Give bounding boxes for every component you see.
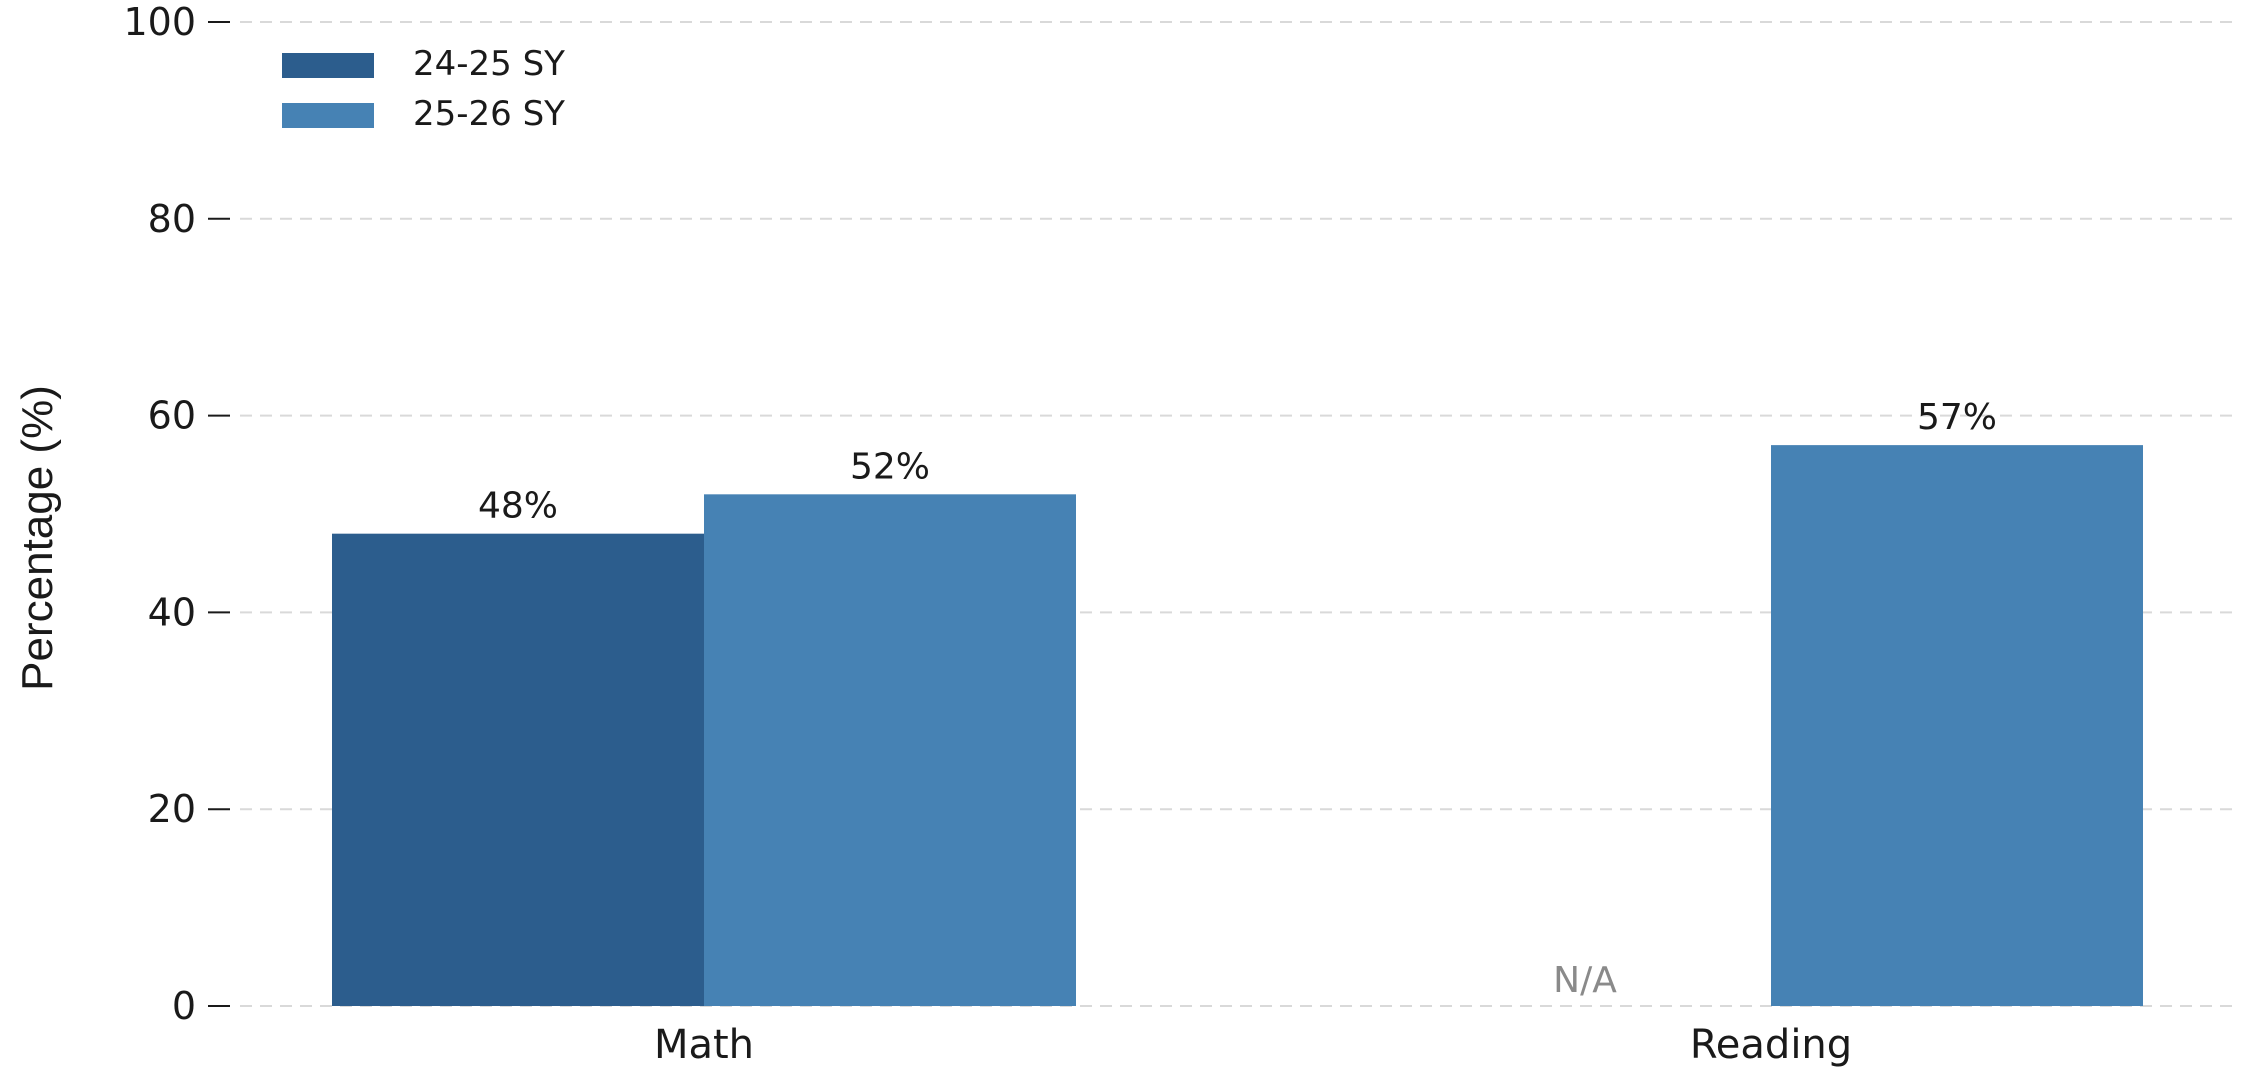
y-tick-label-80: 80 [148, 197, 196, 241]
data-label-math-series-0: 48% [478, 486, 558, 527]
y-axis-label: Percentage (%) [13, 385, 62, 691]
y-axis: 0 20 40 60 80 100 [123, 0, 230, 1028]
y-tick-label-60: 60 [148, 394, 196, 438]
y-tick-label-100: 100 [123, 0, 196, 44]
y-tick-label-20: 20 [148, 787, 196, 831]
data-labels: 48% 52% N/A 57% [478, 397, 1997, 1001]
x-axis: Math Reading [654, 1022, 1852, 1068]
bars [332, 445, 2143, 1006]
data-label-reading-series-1: 57% [1917, 397, 1997, 438]
legend-label-1: 25-26 SY [413, 94, 565, 134]
x-tick-label-reading: Reading [1690, 1022, 1852, 1068]
bar-math-series-1 [704, 494, 1076, 1006]
y-tick-label-40: 40 [148, 590, 196, 634]
legend: 24-25 SY 25-26 SY [282, 44, 565, 134]
bar-math-series-0 [332, 533, 704, 1006]
bar-reading-series-1 [1771, 445, 2143, 1006]
legend-swatch-0 [282, 53, 374, 78]
data-label-math-series-1: 52% [850, 446, 930, 487]
y-tick-label-0: 0 [172, 984, 196, 1028]
x-tick-label-math: Math [654, 1022, 754, 1068]
legend-swatch-1 [282, 103, 374, 128]
legend-label-0: 24-25 SY [413, 44, 565, 84]
na-label-reading-series-0: N/A [1553, 960, 1617, 1001]
